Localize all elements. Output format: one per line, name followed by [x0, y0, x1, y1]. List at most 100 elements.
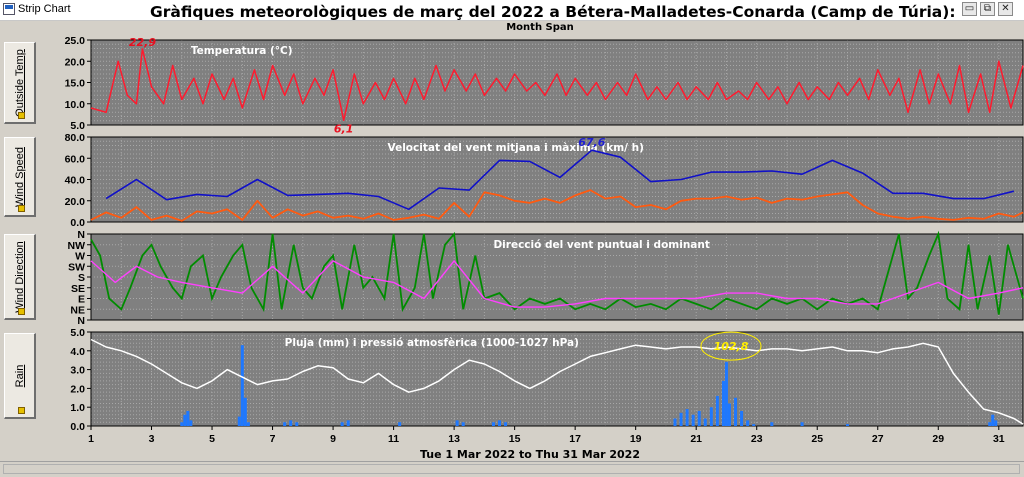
temperature-line — [90, 48, 1024, 122]
y-tick-label: N — [77, 229, 85, 241]
rain-bar — [697, 410, 701, 426]
rain-bar — [240, 345, 244, 426]
rain-bar — [289, 420, 293, 426]
wind-gust-line — [105, 149, 1015, 211]
wind-speed-button[interactable]: Wind Speed — [4, 137, 36, 217]
app-title: Strip Chart — [18, 3, 71, 15]
y-tick-label: 0.0 — [70, 217, 85, 229]
rain-bar — [752, 424, 756, 426]
panel-title: Velocitat del vent mitjana i màxima (km/… — [388, 142, 644, 154]
rain-bar — [800, 422, 804, 426]
y-tick-label: NE — [70, 304, 85, 316]
rain-bar — [295, 422, 299, 426]
y-tick-label: 3.0 — [70, 365, 85, 377]
y-tick-label: SW — [68, 261, 85, 273]
rain-button[interactable]: Rain — [4, 333, 36, 419]
y-tick-label: 40.0 — [65, 175, 86, 187]
y-tick-label: NW — [68, 240, 86, 252]
y-tick-label: 10.0 — [65, 99, 86, 111]
rain-bar — [340, 422, 344, 426]
wind-speed-button-marker — [18, 205, 25, 212]
rain-bar — [504, 422, 508, 426]
y-tick-label: 80.0 — [65, 132, 86, 144]
y-tick-label: S — [78, 272, 85, 284]
pressure-max-ellipse — [700, 331, 762, 361]
x-tick-label: 29 — [932, 433, 944, 445]
rain-bar — [734, 397, 738, 426]
y-tick-label: 20.0 — [65, 196, 86, 208]
x-tick-label: 9 — [330, 433, 336, 445]
plot-frame — [90, 39, 1024, 126]
close-button[interactable]: ✕ — [998, 2, 1013, 16]
plot-frame — [90, 233, 1024, 321]
rain-bar — [746, 420, 750, 426]
x-tick-label: 15 — [509, 433, 521, 445]
rain-bar — [724, 362, 728, 426]
strip-chart-app-icon — [3, 3, 15, 15]
x-tick-label: 25 — [811, 433, 823, 445]
panel-title: Direcció del vent puntual i dominant — [493, 239, 709, 251]
rain-bar — [461, 422, 465, 426]
y-tick-label: E — [78, 294, 85, 306]
x-tick-label: 5 — [209, 433, 215, 445]
y-tick-label: SE — [71, 283, 85, 295]
rain-bar — [703, 418, 707, 426]
panel-2: 0.0 20.0 40.0 60.0 80.0 Velocitat del vent mi… — [65, 132, 1024, 229]
x-tick-label: 27 — [872, 433, 884, 445]
wind-direction-button[interactable]: Wind Direction — [4, 234, 36, 320]
wind-gust-max-label: 67,6 — [578, 136, 605, 149]
y-tick-label: 5.0 — [70, 120, 85, 132]
rain-bar — [991, 414, 995, 426]
pressure-max-label: 102,8 — [714, 340, 749, 353]
x-tick-label: 1 — [88, 433, 94, 445]
x-tick-label: 17 — [569, 433, 581, 445]
rain-bar — [189, 420, 193, 426]
x-tick-label: 21 — [690, 433, 702, 445]
plot-frame — [90, 331, 1024, 427]
rain-bar — [180, 422, 184, 426]
status-bar-panel — [3, 464, 1020, 474]
rain-bar — [715, 395, 719, 426]
pressure-line — [90, 338, 1024, 425]
rain-bar — [740, 410, 744, 426]
temperature-min-label: 6,1 — [334, 122, 354, 135]
panel-title: Pluja (mm) i pressió atmosfèrica (1000-1… — [285, 337, 579, 349]
y-tick-label: 15.0 — [65, 78, 86, 90]
status-bar — [0, 461, 1024, 477]
rain-bar — [994, 420, 998, 426]
title-bar: Strip Chart Gràfiques meteorològiques de… — [0, 0, 1024, 21]
y-tick-label: 1.0 — [70, 402, 85, 414]
y-tick-label: N — [77, 315, 85, 327]
y-tick-label: 0.0 — [70, 421, 85, 433]
x-tick-label: 7 — [270, 433, 276, 445]
x-tick-label: 11 — [388, 433, 399, 445]
rain-bar — [673, 418, 677, 426]
y-tick-label: 4.0 — [70, 346, 85, 358]
panel-title: Temperatura (°C) — [191, 45, 293, 57]
minimize-button[interactable]: ▭ — [962, 2, 977, 16]
wind-average-line — [90, 189, 1024, 222]
restore-button[interactable]: ⧉ — [980, 2, 995, 16]
rain-bar — [988, 422, 992, 426]
plot-frame — [90, 136, 1024, 223]
rain-bar — [398, 422, 402, 426]
rain-bar — [679, 412, 683, 426]
y-tick-label: 20.0 — [65, 56, 86, 68]
rain-bar — [498, 420, 502, 426]
temperature-max-label: 22,9 — [129, 36, 156, 49]
rain-bar — [491, 422, 495, 426]
x-tick-label: 31 — [993, 433, 1005, 445]
wind-direction-line — [90, 230, 1024, 315]
rain-bar — [691, 414, 695, 426]
rain-bar — [237, 416, 241, 426]
x-tick-label: 3 — [149, 433, 155, 445]
rain-bar — [721, 380, 725, 426]
outside-temp-button-marker — [18, 112, 25, 119]
y-tick-label: 25.0 — [65, 35, 86, 47]
dominant-direction-line — [90, 260, 1024, 308]
rain-button-marker — [18, 407, 25, 414]
rain-bar — [727, 403, 731, 426]
outside-temp-button[interactable]: Outside Temp — [4, 42, 36, 124]
rain-bar — [685, 409, 689, 426]
